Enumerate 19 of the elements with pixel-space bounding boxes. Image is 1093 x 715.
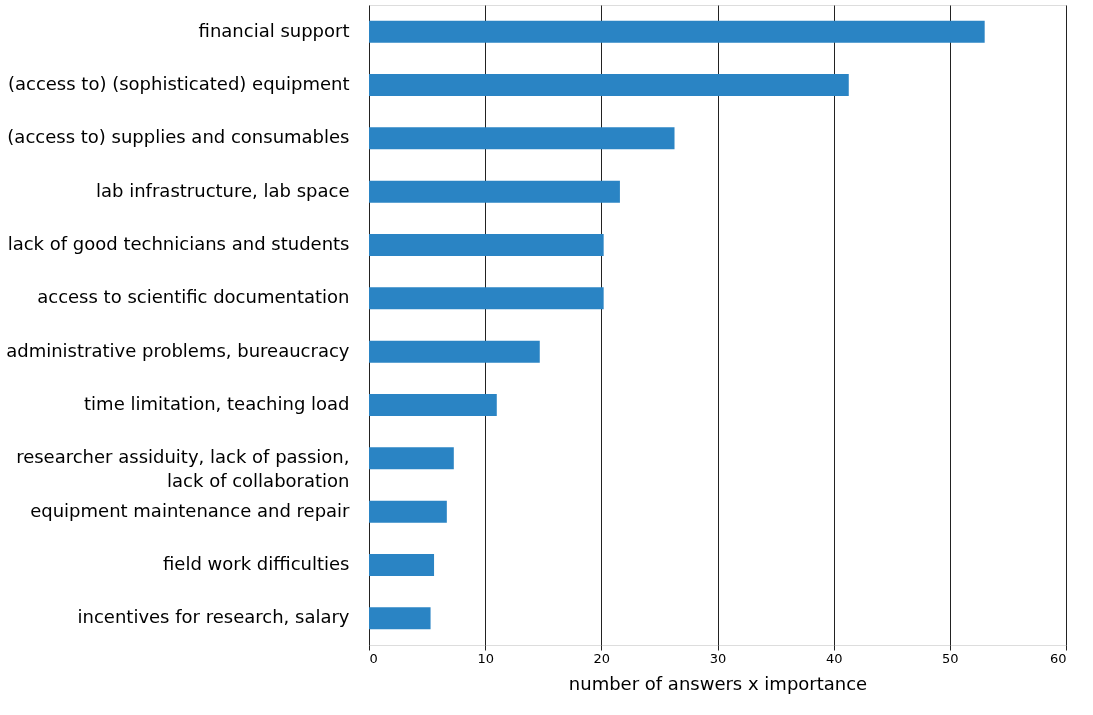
y-tick-label: financial support	[198, 19, 350, 41]
x-tick-label: 50	[942, 650, 959, 666]
x-tick-label: 10	[477, 650, 494, 666]
y-tick-label: equipment maintenance and repair	[30, 499, 351, 521]
x-axis-title: number of answers x importance	[568, 672, 868, 694]
x-tick-label: 20	[593, 650, 611, 666]
x-tick-label: 30	[709, 650, 727, 666]
x-tick-label: 0	[369, 650, 378, 666]
y-tick-label: access to scientific documentation	[37, 286, 350, 308]
y-tick-label: lab infrastructure, lab space	[96, 179, 350, 201]
y-tick-label: (access to) supplies and consumables	[7, 126, 350, 148]
y-tick-label: incentives for research, salary	[77, 606, 350, 628]
y-tick-label: lack of good technicians and students	[7, 233, 350, 254]
y-tick-label: (access to) (sophisticated) equipment	[7, 73, 350, 94]
y-tick-label: time limitation, teaching load	[84, 393, 350, 414]
y-tick-label: field work difficulties	[163, 553, 350, 574]
x-tick-label: 40	[825, 650, 843, 666]
x-tick-label: 60	[1049, 650, 1067, 666]
y-tick-label: administrative problems, bureaucracy	[6, 339, 350, 361]
